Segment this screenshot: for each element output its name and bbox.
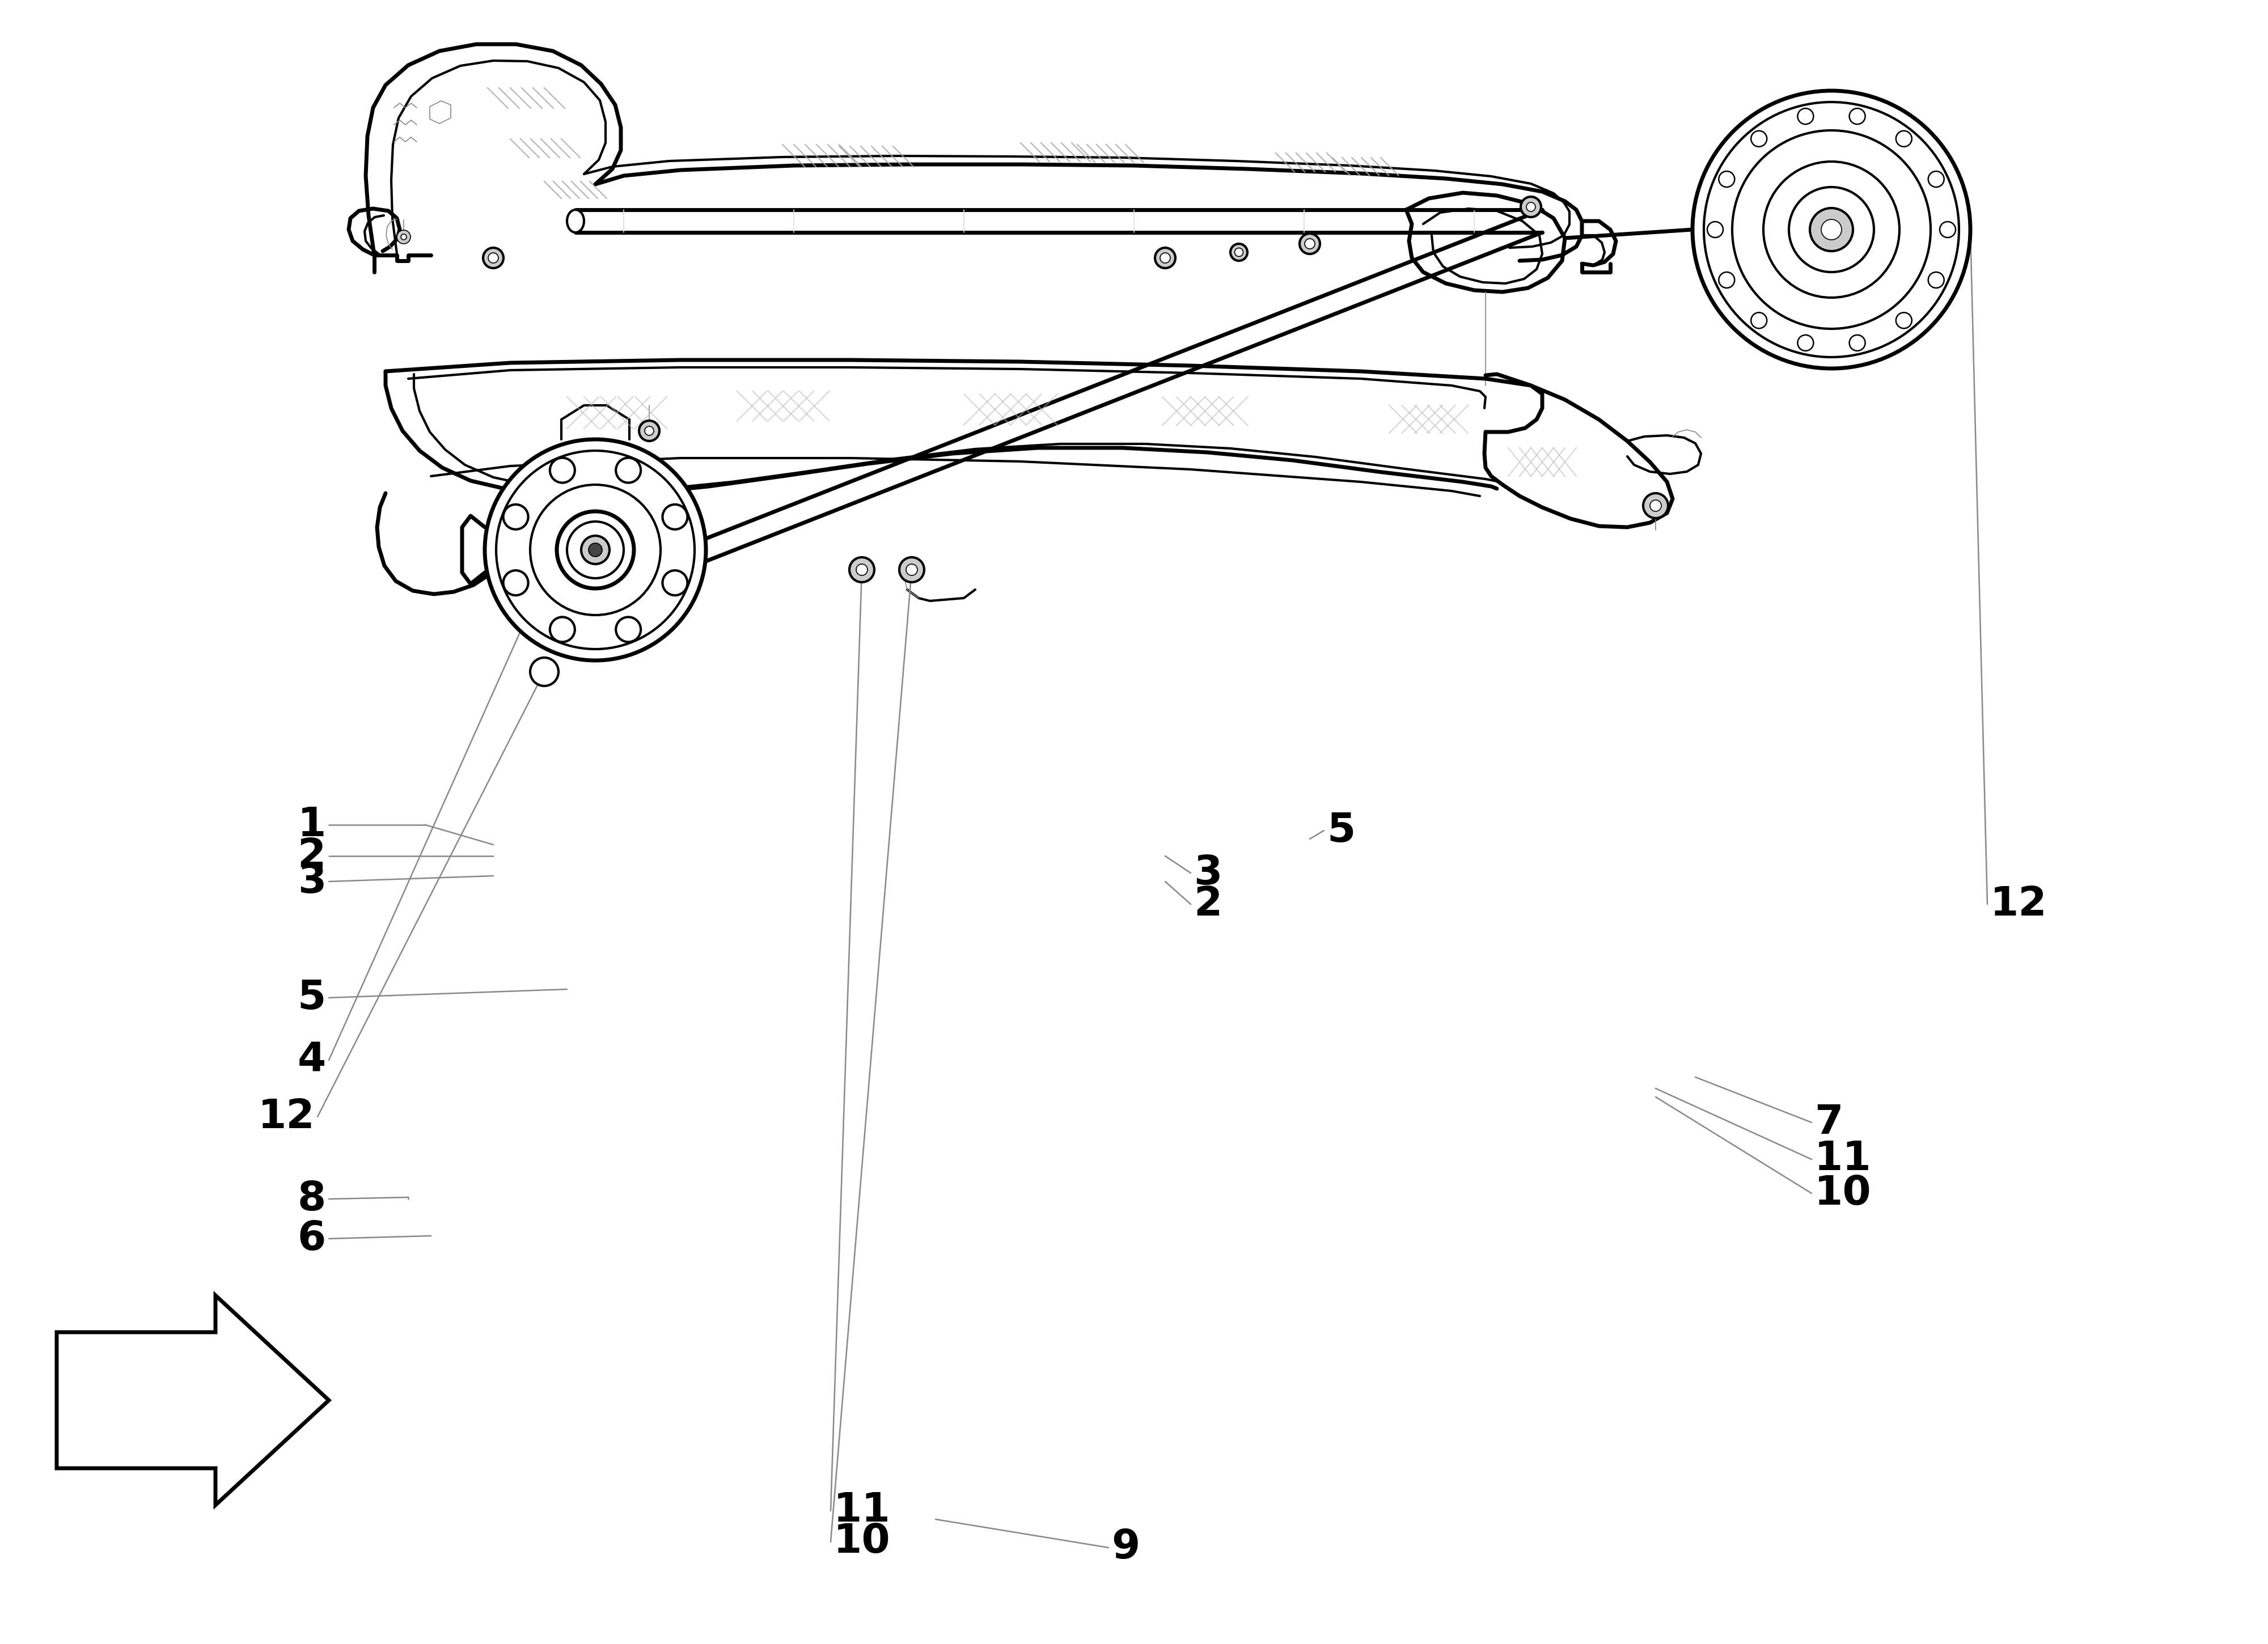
Circle shape <box>488 253 499 263</box>
Circle shape <box>640 421 660 441</box>
Circle shape <box>1928 271 1944 288</box>
Circle shape <box>1651 500 1660 511</box>
Circle shape <box>549 616 574 641</box>
Circle shape <box>617 616 642 641</box>
Circle shape <box>1642 493 1669 518</box>
Circle shape <box>503 505 528 529</box>
Circle shape <box>497 450 694 649</box>
Text: 7: 7 <box>1814 1103 1844 1143</box>
Circle shape <box>857 564 866 575</box>
Text: 9: 9 <box>1111 1527 1141 1567</box>
Circle shape <box>1821 219 1842 240</box>
Circle shape <box>1692 90 1971 368</box>
Circle shape <box>549 457 574 483</box>
Circle shape <box>662 505 687 529</box>
Ellipse shape <box>567 210 585 232</box>
Circle shape <box>1799 109 1814 125</box>
Text: 10: 10 <box>835 1522 891 1562</box>
Text: 8: 8 <box>297 1179 327 1218</box>
Circle shape <box>1848 109 1864 125</box>
Text: 5: 5 <box>1327 810 1356 850</box>
Text: 5: 5 <box>297 978 327 1018</box>
Circle shape <box>1234 248 1243 256</box>
Circle shape <box>1751 132 1767 146</box>
Circle shape <box>1810 209 1853 252</box>
Circle shape <box>531 485 660 615</box>
Circle shape <box>1789 187 1873 273</box>
Circle shape <box>1708 222 1724 237</box>
Circle shape <box>485 439 705 661</box>
Circle shape <box>1154 248 1175 268</box>
Text: 3: 3 <box>1193 853 1222 893</box>
Text: 12: 12 <box>259 1097 315 1136</box>
Circle shape <box>567 521 624 579</box>
Text: 3: 3 <box>297 861 327 901</box>
Text: 1: 1 <box>297 806 327 845</box>
Circle shape <box>1520 197 1542 217</box>
Circle shape <box>558 511 635 589</box>
Circle shape <box>1939 222 1955 237</box>
Circle shape <box>1229 243 1247 261</box>
Circle shape <box>397 230 411 243</box>
Circle shape <box>483 248 503 268</box>
Circle shape <box>1719 271 1735 288</box>
Circle shape <box>662 570 687 595</box>
Circle shape <box>848 557 875 582</box>
Circle shape <box>1799 335 1814 350</box>
Circle shape <box>617 457 642 483</box>
Polygon shape <box>431 100 451 123</box>
Circle shape <box>1848 335 1864 350</box>
Circle shape <box>1896 132 1912 146</box>
Text: 12: 12 <box>1991 884 2048 924</box>
Circle shape <box>907 564 916 575</box>
Circle shape <box>1304 238 1315 248</box>
Circle shape <box>898 557 925 582</box>
Circle shape <box>1703 102 1960 357</box>
Circle shape <box>644 426 653 436</box>
Text: 11: 11 <box>1814 1139 1871 1179</box>
Circle shape <box>1526 202 1535 212</box>
Circle shape <box>1751 312 1767 329</box>
Circle shape <box>1733 130 1930 329</box>
Circle shape <box>1928 171 1944 187</box>
Circle shape <box>1300 233 1320 253</box>
Circle shape <box>1161 253 1170 263</box>
Circle shape <box>531 658 558 686</box>
Text: 11: 11 <box>835 1491 891 1531</box>
Circle shape <box>581 536 610 564</box>
Circle shape <box>1896 312 1912 329</box>
Text: 4: 4 <box>297 1041 327 1080</box>
Text: 10: 10 <box>1814 1174 1871 1213</box>
Text: 6: 6 <box>297 1220 327 1258</box>
Text: 2: 2 <box>297 837 327 876</box>
Circle shape <box>590 543 603 557</box>
Circle shape <box>1719 171 1735 187</box>
Circle shape <box>503 570 528 595</box>
Circle shape <box>401 233 406 240</box>
Polygon shape <box>57 1295 329 1506</box>
Circle shape <box>1765 161 1901 298</box>
Text: 2: 2 <box>1193 884 1222 924</box>
